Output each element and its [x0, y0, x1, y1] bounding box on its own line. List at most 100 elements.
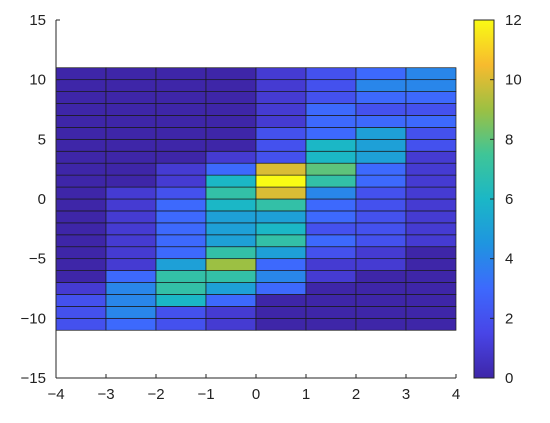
heatmap-cell: [255, 127, 307, 140]
heatmap-cell: [205, 103, 257, 116]
colorbar-tick-label: 10: [505, 72, 522, 89]
heatmap-cell: [155, 174, 207, 188]
heatmap-cell: [105, 67, 157, 81]
y-tick-label: −5: [29, 251, 46, 268]
heatmap-cell: [155, 103, 207, 116]
heatmap-cell: [105, 174, 157, 188]
heatmap-cell: [155, 270, 207, 283]
heatmap-cell: [105, 198, 157, 212]
heatmap-cell: [355, 174, 407, 188]
heatmap-cell: [405, 91, 457, 104]
colorbar-tick-label: 12: [505, 12, 522, 29]
heatmap-cell: [205, 210, 257, 224]
y-tick-label: 10: [29, 72, 46, 89]
heatmap-cell: [155, 294, 207, 307]
heatmap-cell: [305, 91, 357, 104]
heatmap-cell: [55, 270, 107, 283]
heatmap-cell: [105, 306, 157, 319]
heatmap-cell: [205, 306, 257, 319]
heatmap-cell: [105, 91, 157, 104]
heatmap-cell: [355, 79, 407, 92]
heatmap-cell: [355, 91, 407, 104]
heatmap-cell: [355, 67, 407, 81]
heatmap-cell: [155, 234, 207, 248]
heatmap-cell: [305, 138, 357, 152]
heatmap-cell: [255, 115, 307, 128]
heatmap-cell: [105, 162, 157, 176]
heatmap-cell: [305, 317, 357, 331]
heatmap-cell: [205, 186, 257, 200]
heatmap-cell: [155, 91, 207, 104]
heatmap-cell: [255, 282, 307, 295]
heatmap-cell: [105, 294, 157, 307]
heatmap-cell: [255, 138, 307, 152]
heatmap-cell: [155, 186, 207, 200]
heatmap-cell: [255, 246, 307, 260]
heatmap-cell: [55, 198, 107, 212]
heatmap-cell: [355, 210, 407, 224]
heatmap-cell: [55, 67, 107, 81]
heatmap-cell: [305, 258, 357, 271]
heatmap-cell: [355, 103, 407, 116]
heatmap-cell: [155, 246, 207, 260]
heatmap-cell: [355, 234, 407, 248]
heatmap-cell: [405, 210, 457, 224]
heatmap-cell: [105, 186, 157, 200]
heatmap-cell: [155, 138, 207, 152]
heatmap-cell: [55, 103, 107, 116]
x-tick-label: −2: [147, 386, 164, 403]
heatmap-cell: [255, 103, 307, 116]
heatmap-cell: [405, 150, 457, 164]
heatmap-cell: [405, 79, 457, 92]
y-tick-label: 15: [29, 12, 46, 29]
colorbar-tick-label: 8: [505, 131, 513, 148]
y-tick-label: 5: [38, 131, 46, 148]
heatmap-cell: [355, 150, 407, 164]
heatmap-cell: [55, 258, 107, 271]
heatmap-cell: [355, 246, 407, 260]
heatmap-cell: [205, 91, 257, 104]
heatmap-cell: [255, 210, 307, 224]
heatmap-cell: [55, 174, 107, 188]
heatmap-cell: [205, 115, 257, 128]
heatmap-cell: [305, 115, 357, 128]
y-tick-label: −10: [21, 310, 46, 327]
heatmap-cell: [255, 317, 307, 331]
heatmap-cell: [205, 79, 257, 92]
heatmap-cell: [405, 306, 457, 319]
heatmap-cell: [205, 67, 257, 81]
heatmap-cell: [405, 270, 457, 283]
heatmap-cell: [205, 127, 257, 140]
heatmap-cell: [155, 127, 207, 140]
heatmap-cell: [105, 115, 157, 128]
heatmap-cell: [155, 115, 207, 128]
heatmap-cell: [405, 198, 457, 212]
heatmap-cell: [355, 317, 407, 331]
heatmap-cell: [105, 103, 157, 116]
heatmap-cell: [405, 138, 457, 152]
heatmap-cell: [155, 258, 207, 271]
heatmap-cell: [405, 234, 457, 248]
heatmap-cell: [105, 246, 157, 260]
heatmap-cell: [355, 306, 407, 319]
colorbar-ticks: 0 2 4 6 8 10 12: [490, 12, 522, 387]
heatmap-cell: [305, 174, 357, 188]
heatmap-cell: [255, 306, 307, 319]
heatmap-cell: [405, 317, 457, 331]
heatmap-cell: [305, 67, 357, 81]
heatmap-cell: [305, 150, 357, 164]
y-tick-label: 0: [38, 191, 46, 208]
heatmap-cell: [155, 306, 207, 319]
heatmap-cell: [55, 162, 107, 176]
heatmap-cell: [155, 79, 207, 92]
heatmap-cell: [105, 210, 157, 224]
x-tick-label: −1: [197, 386, 214, 403]
heatmap-cell: [405, 162, 457, 176]
heatmap-cell: [355, 138, 407, 152]
heatmap-cell: [305, 79, 357, 92]
heatmap-cell: [105, 282, 157, 295]
heatmap-cell: [205, 282, 257, 295]
heatmap-cell: [55, 246, 107, 260]
heatmap-cell: [305, 234, 357, 248]
heatmap-cell: [305, 186, 357, 200]
